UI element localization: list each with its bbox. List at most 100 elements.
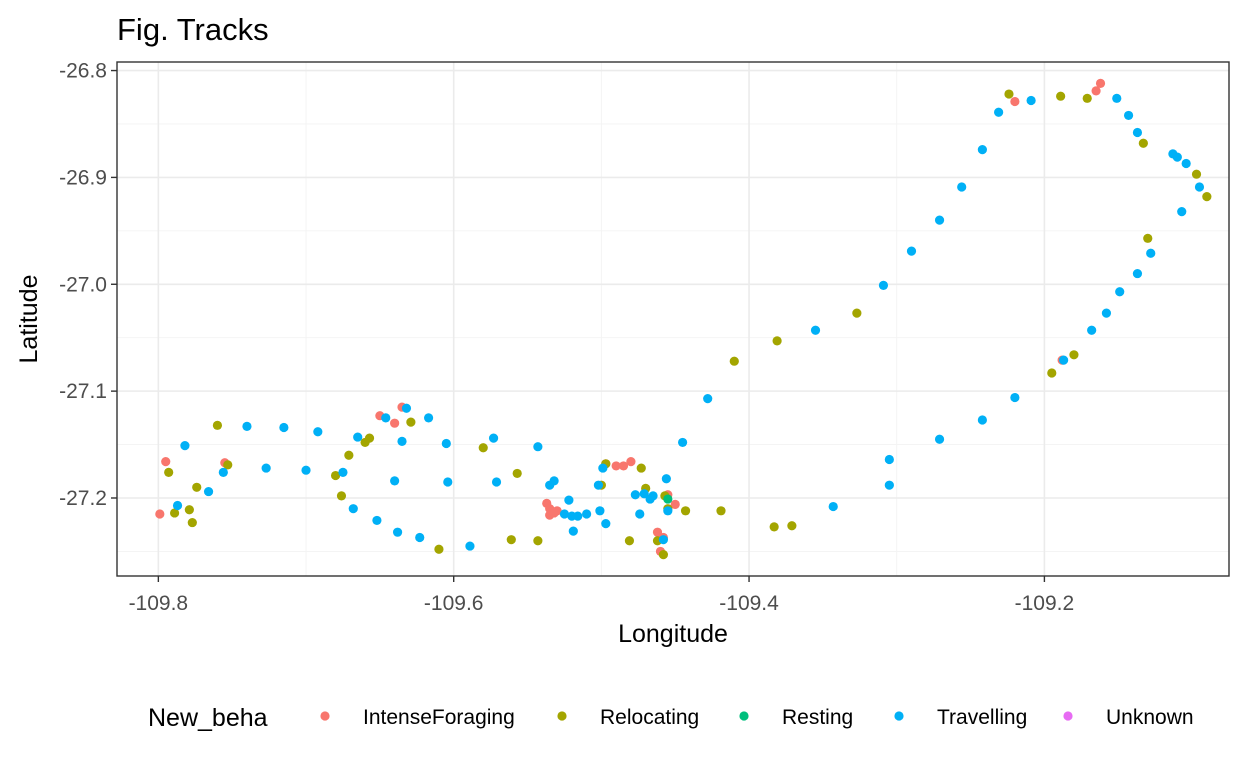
point-travelling <box>661 474 671 484</box>
y-axis-title: Latitude <box>15 275 43 364</box>
point-travelling <box>593 480 604 490</box>
y-tick-label: -27.2 <box>59 487 107 510</box>
panel-border <box>116 61 1230 577</box>
point-travelling <box>242 421 252 431</box>
point-resting <box>663 494 673 504</box>
point-relocating <box>636 463 646 473</box>
point-travelling <box>957 182 967 192</box>
point-intenseforaging <box>161 457 171 467</box>
point-travelling <box>595 506 605 516</box>
point-relocating <box>434 544 444 554</box>
point-relocating <box>187 517 197 528</box>
legend-key-intenseforaging <box>320 711 330 721</box>
point-travelling <box>1112 93 1122 103</box>
legend-label-travelling: Travelling <box>937 706 1027 729</box>
point-relocating <box>716 506 726 516</box>
point-travelling <box>491 477 502 487</box>
point-travelling <box>630 490 640 500</box>
point-travelling <box>977 145 987 155</box>
point-travelling <box>601 519 611 529</box>
point-travelling <box>598 463 608 473</box>
point-travelling <box>218 467 228 477</box>
point-relocating <box>1047 368 1057 378</box>
point-relocating <box>344 450 354 460</box>
point-relocating <box>169 508 180 518</box>
point-relocating <box>184 505 194 515</box>
point-relocating <box>1069 350 1079 360</box>
point-travelling <box>1172 152 1182 162</box>
point-relocating <box>406 417 416 427</box>
point-relocating <box>223 460 233 470</box>
point-travelling <box>372 515 382 526</box>
point-travelling <box>1087 325 1097 335</box>
point-travelling <box>301 465 311 475</box>
legend-key-travelling <box>894 711 904 721</box>
point-travelling <box>1194 182 1205 192</box>
x-tick-label: -109.2 <box>1015 592 1075 615</box>
y-tick-label: -27.1 <box>59 380 107 403</box>
point-intenseforaging <box>155 509 165 519</box>
point-intenseforaging <box>618 461 629 471</box>
legend-title: New_beha <box>148 704 268 732</box>
point-intenseforaging <box>552 506 562 516</box>
point-travelling <box>313 427 323 437</box>
point-relocating <box>787 521 797 531</box>
x-tick-label: -109.4 <box>719 592 779 615</box>
point-travelling <box>353 432 363 442</box>
point-travelling <box>635 509 645 519</box>
point-intenseforaging <box>670 499 680 510</box>
point-intenseforaging <box>1095 78 1106 88</box>
point-travelling <box>279 422 289 433</box>
point-travelling <box>639 489 649 499</box>
point-travelling <box>338 467 348 477</box>
x-axis-title: Longitude <box>618 620 728 648</box>
point-travelling <box>423 413 434 423</box>
y-tick-label: -26.9 <box>59 166 107 189</box>
point-travelling <box>663 506 673 516</box>
point-relocating <box>164 467 174 477</box>
point-intenseforaging <box>1091 86 1101 96</box>
point-travelling <box>348 504 358 514</box>
point-travelling <box>488 433 499 443</box>
point-travelling <box>934 215 945 225</box>
point-travelling <box>401 403 412 413</box>
point-travelling <box>934 434 945 444</box>
point-travelling <box>172 500 183 511</box>
point-intenseforaging <box>626 457 636 467</box>
legend-label-resting: Resting <box>782 706 853 729</box>
grid <box>117 62 1229 576</box>
point-travelling <box>564 495 574 505</box>
point-travelling <box>549 476 559 486</box>
point-travelling <box>1115 287 1125 297</box>
y-axis: -26.8 -26.9 -27.0 -27.1 -27.2 <box>59 60 117 510</box>
legend-items: IntenseForaging Relocating Resting Travelli… <box>320 706 1194 729</box>
point-relocating <box>624 536 635 546</box>
point-travelling <box>1026 95 1036 106</box>
point-travelling <box>261 463 271 473</box>
point-intenseforaging <box>652 527 663 537</box>
point-relocating <box>212 420 223 430</box>
point-travelling <box>1132 127 1143 138</box>
legend: New_beha IntenseForaging Relocating Restin… <box>148 704 1194 732</box>
point-relocating <box>1056 91 1066 101</box>
point-travelling <box>1146 248 1156 258</box>
point-travelling <box>994 107 1004 117</box>
point-intenseforaging <box>611 461 621 471</box>
point-relocating <box>772 336 782 346</box>
x-tick-label: -109.6 <box>424 592 484 615</box>
point-travelling <box>1177 207 1187 217</box>
point-relocating <box>192 482 202 492</box>
point-travelling <box>415 532 425 543</box>
point-travelling <box>977 415 987 425</box>
legend-label-intenseforaging: IntenseForaging <box>363 706 515 729</box>
point-travelling <box>443 477 453 487</box>
point-relocating <box>1138 138 1148 148</box>
data-points <box>155 78 1212 560</box>
point-relocating <box>1004 89 1014 99</box>
point-travelling <box>648 491 658 501</box>
point-travelling <box>878 280 889 290</box>
point-travelling <box>884 480 894 490</box>
point-travelling <box>573 511 583 521</box>
